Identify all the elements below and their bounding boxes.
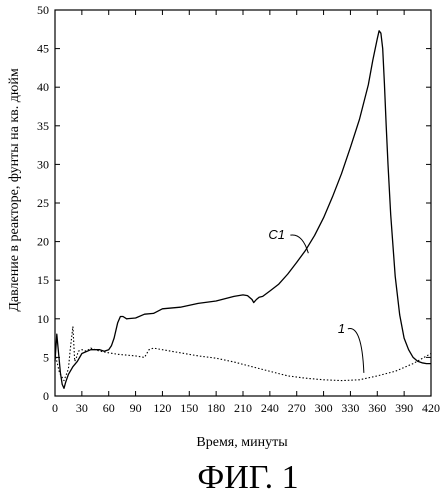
figure-label: ФИГ. 1 <box>197 459 298 496</box>
x-tick-label: 270 <box>288 401 306 415</box>
y-tick-label: 40 <box>37 80 49 94</box>
axes <box>54 9 432 397</box>
x-tick-label: 420 <box>422 401 440 415</box>
y-tick-label: 35 <box>37 119 49 133</box>
x-axis-title: Время, минуты <box>196 435 288 450</box>
series-annotation-label: C1 <box>268 227 285 242</box>
x-tick-label: 210 <box>234 401 252 415</box>
y-tick-label: 50 <box>37 3 49 17</box>
annotation-leader <box>290 234 309 254</box>
y-tick-label: 0 <box>43 389 49 403</box>
x-tick-label: 0 <box>52 401 58 415</box>
x-tick-label: 300 <box>315 401 333 415</box>
y-tick-label: 15 <box>37 273 49 287</box>
x-tick-label: 60 <box>103 401 115 415</box>
y-axis-title: Давление в реакторе, фунты на кв. дюйм <box>7 68 22 311</box>
series-line-C1 <box>54 30 431 389</box>
x-tick-label: 330 <box>341 401 359 415</box>
x-tick-label: 120 <box>153 401 171 415</box>
x-tick-label: 150 <box>180 401 198 415</box>
annotation-layer: C1 1 <box>268 227 365 373</box>
series-layer <box>54 30 432 389</box>
y-tick-label: 10 <box>37 312 49 326</box>
y-tick-label: 5 <box>43 350 49 364</box>
series-line-1 <box>54 325 432 382</box>
annotation-leader <box>347 328 365 373</box>
x-tick-label: 360 <box>368 401 386 415</box>
x-tick-label: 30 <box>76 401 88 415</box>
y-tick-label: 30 <box>37 157 49 171</box>
y-tick-label: 20 <box>37 235 49 249</box>
x-tick-label: 180 <box>207 401 225 415</box>
y-tick-label: 45 <box>37 42 49 56</box>
ticks: 0 30 60 90 120 150 180 210 240 270 300 330 360 390 420… <box>37 3 440 415</box>
x-tick-label: 390 <box>395 401 413 415</box>
x-tick-label: 90 <box>130 401 142 415</box>
series-annotation-label: 1 <box>338 321 345 336</box>
y-tick-label: 25 <box>37 196 49 210</box>
plot-frame <box>54 9 432 397</box>
x-tick-label: 240 <box>261 401 279 415</box>
